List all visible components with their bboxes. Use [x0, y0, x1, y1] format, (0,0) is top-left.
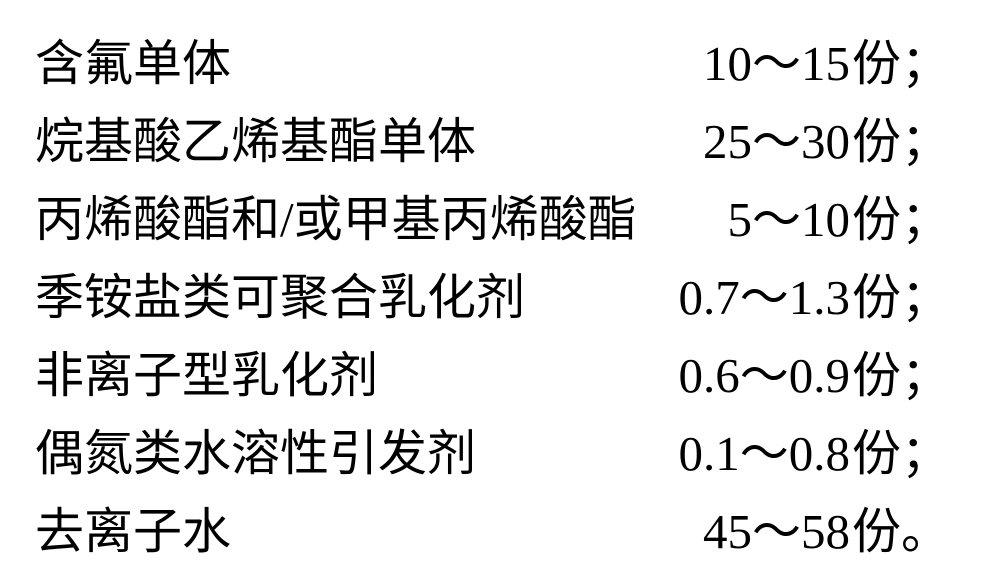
unit: 份	[850, 181, 901, 259]
row-punct: ；	[901, 25, 950, 103]
unit: 份	[850, 103, 901, 181]
row-punct: ；	[901, 181, 950, 259]
row-punct: ；	[901, 337, 950, 415]
row-punct: ；	[901, 259, 950, 337]
ingredient-label: 季铵盐类可聚合乳化剂	[35, 259, 525, 337]
ingredient-label: 烷基酸乙烯基酯单体	[35, 103, 476, 181]
ingredient-range: 5～10	[727, 181, 850, 259]
composition-table: 含氟单体 10～15 份 ； 烷基酸乙烯基酯单体 25～30 份 ； 丙烯酸酯和…	[0, 0, 1000, 573]
ingredient-label: 丙烯酸酯和/或甲基丙烯酸酯	[35, 181, 637, 259]
unit: 份	[850, 337, 901, 415]
ingredient-label: 偶氮类水溶性引发剂	[35, 415, 476, 493]
ingredient-label: 非离子型乳化剂	[35, 337, 378, 415]
table-row: 偶氮类水溶性引发剂 0.1～0.8 份 ；	[35, 415, 950, 493]
unit: 份	[850, 25, 901, 103]
ingredient-range: 45～58	[703, 493, 850, 571]
ingredient-label: 去离子水	[35, 493, 231, 571]
table-row: 烷基酸乙烯基酯单体 25～30 份 ；	[35, 103, 950, 181]
ingredient-range: 25～30	[703, 103, 850, 181]
table-row: 丙烯酸酯和/或甲基丙烯酸酯 5～10 份 ；	[35, 181, 950, 259]
ingredient-range: 0.7～1.3	[678, 259, 850, 337]
unit: 份	[850, 259, 901, 337]
ingredient-range: 0.1～0.8	[678, 415, 850, 493]
row-punct: 。	[901, 493, 950, 571]
row-punct: ；	[901, 415, 950, 493]
table-row: 含氟单体 10～15 份 ；	[35, 25, 950, 103]
table-row: 季铵盐类可聚合乳化剂 0.7～1.3 份 ；	[35, 259, 950, 337]
ingredient-label: 含氟单体	[35, 25, 231, 103]
ingredient-range: 0.6～0.9	[678, 337, 850, 415]
unit: 份	[850, 493, 901, 571]
ingredient-range: 10～15	[703, 25, 850, 103]
table-row: 去离子水 45～58 份 。	[35, 493, 950, 571]
table-row: 非离子型乳化剂 0.6～0.9 份 ；	[35, 337, 950, 415]
unit: 份	[850, 415, 901, 493]
row-punct: ；	[901, 103, 950, 181]
